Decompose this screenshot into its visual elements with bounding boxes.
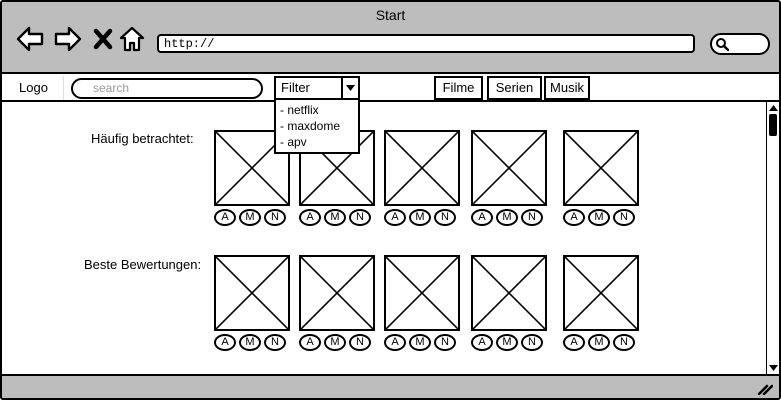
vertical-scrollbar[interactable]	[766, 102, 779, 374]
image-placeholder-icon	[386, 257, 458, 329]
stop-close-icon[interactable]	[92, 26, 114, 52]
resize-grip-icon[interactable]	[757, 381, 773, 395]
provider-badge-n[interactable]: N	[434, 209, 456, 226]
site-search-input[interactable]: search	[71, 78, 263, 99]
section-label-bewertungen: Beste Bewertungen:	[84, 257, 202, 272]
tab-musik[interactable]: Musik	[544, 76, 590, 100]
media-thumbnail[interactable]	[471, 255, 547, 331]
provider-badge-n[interactable]: N	[349, 209, 371, 226]
provider-badge-m[interactable]: M	[324, 209, 346, 226]
forward-arrow-icon[interactable]	[54, 26, 82, 52]
media-thumbnail[interactable]	[214, 255, 290, 331]
provider-badge-a[interactable]: A	[299, 334, 321, 351]
provider-badge-a[interactable]: A	[563, 209, 585, 226]
image-placeholder-icon	[216, 257, 288, 329]
filter-option-apv[interactable]: - apv	[280, 135, 307, 149]
image-placeholder-icon	[473, 257, 545, 329]
provider-badge-a[interactable]: A	[384, 209, 406, 226]
media-thumbnail[interactable]	[471, 130, 547, 206]
filter-dropdown-menu: - netflix - maxdome - apv	[274, 100, 360, 154]
provider-badge-n[interactable]: N	[264, 209, 286, 226]
filter-selected-value: Filter	[281, 80, 310, 95]
window-title: Start	[375, 7, 406, 23]
provider-badge-m[interactable]: M	[239, 334, 261, 351]
provider-badge-n[interactable]: N	[613, 334, 635, 351]
provider-badge-a[interactable]: A	[471, 209, 493, 226]
image-placeholder-icon	[301, 257, 373, 329]
provider-badge-n[interactable]: N	[349, 334, 371, 351]
image-placeholder-icon	[386, 132, 458, 204]
provider-badge-n[interactable]: N	[521, 334, 543, 351]
provider-badge-a[interactable]: A	[299, 209, 321, 226]
section-label-haeufig: Häufig betrachtet:	[91, 131, 194, 146]
chevron-down-icon[interactable]	[341, 78, 358, 98]
provider-badge-m[interactable]: M	[409, 209, 431, 226]
browser-search-button[interactable]	[710, 33, 770, 55]
image-placeholder-icon	[565, 132, 637, 204]
scroll-down-arrow-icon[interactable]	[768, 363, 779, 373]
home-icon[interactable]	[119, 26, 145, 52]
provider-badge-n[interactable]: N	[264, 334, 286, 351]
status-bar	[2, 374, 779, 398]
provider-badge-n[interactable]: N	[521, 209, 543, 226]
tab-serien[interactable]: Serien	[487, 76, 542, 100]
scrollbar-thumb[interactable]	[769, 114, 777, 136]
browser-chrome: Start http://	[2, 2, 779, 74]
tab-filme[interactable]: Filme	[434, 76, 483, 100]
provider-badge-m[interactable]: M	[588, 209, 610, 226]
search-icon	[716, 38, 729, 51]
provider-badge-a[interactable]: A	[563, 334, 585, 351]
provider-badge-n[interactable]: N	[613, 209, 635, 226]
media-thumbnail[interactable]	[214, 130, 290, 206]
provider-badge-a[interactable]: A	[384, 334, 406, 351]
provider-badge-m[interactable]: M	[496, 209, 518, 226]
site-toolbar: Logo search Filter Filme Serien Musik	[2, 76, 779, 102]
media-thumbnail[interactable]	[384, 255, 460, 331]
provider-badge-n[interactable]: N	[434, 334, 456, 351]
back-arrow-icon[interactable]	[16, 26, 44, 52]
scroll-up-arrow-icon[interactable]	[768, 103, 779, 113]
filter-dropdown[interactable]: Filter	[274, 76, 360, 100]
provider-badge-a[interactable]: A	[214, 334, 236, 351]
url-input[interactable]: http://	[157, 34, 695, 53]
image-placeholder-icon	[565, 257, 637, 329]
provider-badge-m[interactable]: M	[588, 334, 610, 351]
provider-badge-m[interactable]: M	[324, 334, 346, 351]
site-logo[interactable]: Logo	[6, 76, 64, 100]
provider-badge-m[interactable]: M	[239, 209, 261, 226]
media-thumbnail[interactable]	[299, 255, 375, 331]
image-placeholder-icon	[473, 132, 545, 204]
media-thumbnail[interactable]	[384, 130, 460, 206]
provider-badge-a[interactable]: A	[214, 209, 236, 226]
filter-option-netflix[interactable]: - netflix	[280, 103, 319, 117]
filter-option-maxdome[interactable]: - maxdome	[280, 119, 341, 133]
provider-badge-a[interactable]: A	[471, 334, 493, 351]
media-thumbnail[interactable]	[563, 255, 639, 331]
provider-badge-m[interactable]: M	[496, 334, 518, 351]
media-thumbnail[interactable]	[563, 130, 639, 206]
provider-badge-m[interactable]: M	[409, 334, 431, 351]
